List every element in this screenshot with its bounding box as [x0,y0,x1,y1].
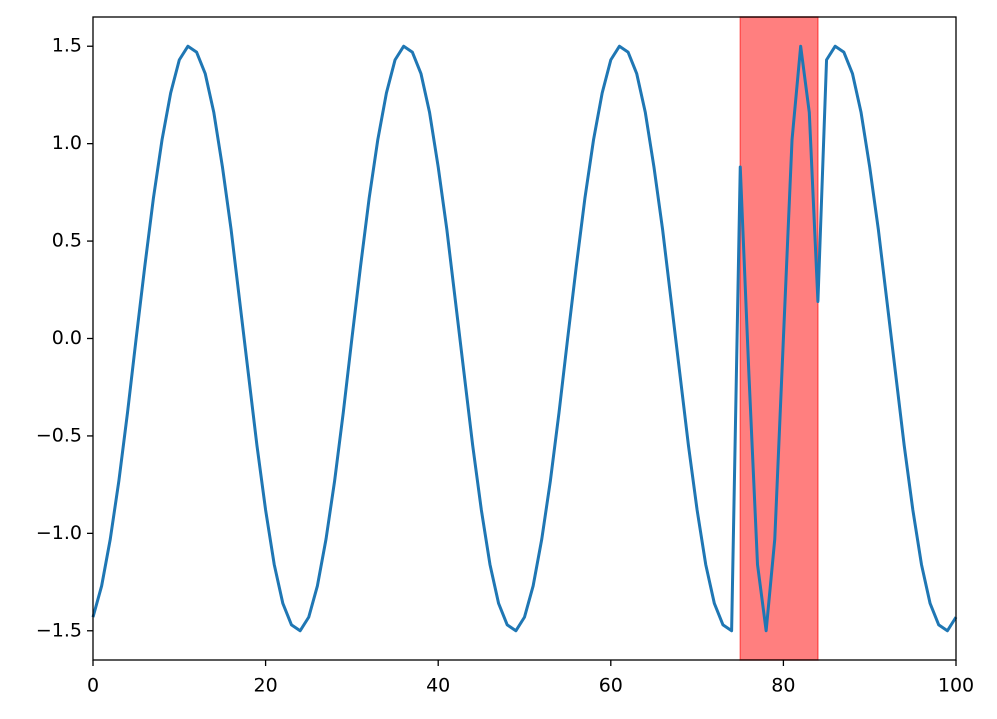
y-tick-label: 0.5 [52,230,82,252]
plot-frame [92,16,957,661]
y-tick-label: 1.5 [52,35,82,57]
x-tick-label: 20 [254,675,278,697]
data-line [91,44,958,633]
y-tick-label: 0.0 [52,327,82,349]
x-tick-label: 40 [426,675,450,697]
x-tick-label: 80 [771,675,795,697]
x-tick-label: 60 [599,675,623,697]
x-tick-label: 0 [87,675,99,697]
y-tick-label: −1.5 [36,619,82,641]
y-tick-label: −0.5 [36,424,82,446]
y-tick-label: 1.0 [52,132,82,154]
x-tick-label: 100 [938,675,974,697]
highlight-span [739,16,819,661]
y-tick-label: −1.0 [36,522,82,544]
